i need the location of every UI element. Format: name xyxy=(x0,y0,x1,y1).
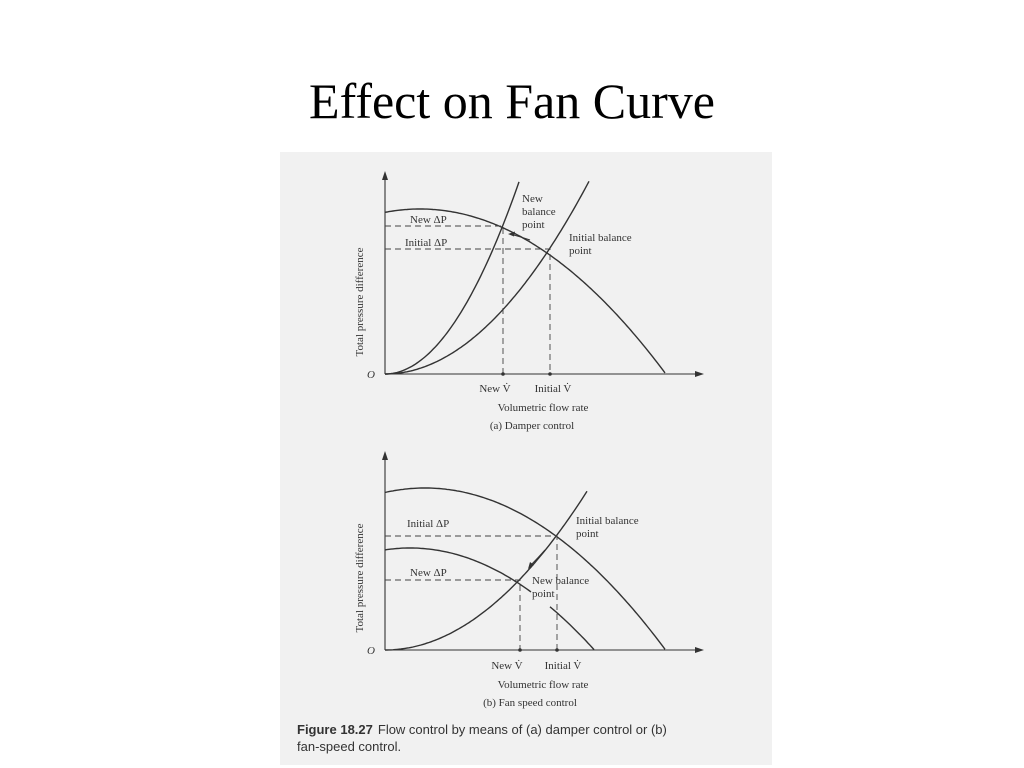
guide xyxy=(385,535,558,650)
fan-curve-high xyxy=(384,487,666,650)
initial-dp-label: Initial ΔP xyxy=(405,237,447,249)
arrow xyxy=(695,647,704,653)
x-axis-label: Volumetric flow rate xyxy=(498,402,589,414)
new-balance-label: balance xyxy=(522,206,556,218)
system-curve xyxy=(385,490,588,651)
arrow xyxy=(695,371,704,377)
new-dp-label: New ΔP xyxy=(410,567,447,579)
panel-caption: (a) Damper control xyxy=(490,420,574,432)
arrow xyxy=(508,231,515,237)
point xyxy=(518,648,522,652)
panel-caption: (b) Fan speed control xyxy=(483,697,577,709)
point xyxy=(555,648,559,652)
new-v-label: New V̇ xyxy=(479,383,510,395)
x-axis-label: Volumetric flow rate xyxy=(498,679,589,691)
initial-v-label: Initial V̇ xyxy=(535,383,572,395)
system-curve-new xyxy=(385,181,520,375)
system-curve-initial xyxy=(385,180,590,375)
origin-label: O xyxy=(367,645,375,657)
initial-balance-label: point xyxy=(569,245,592,257)
new-dp-label: New ΔP xyxy=(410,214,447,226)
fan-curve xyxy=(384,208,666,374)
caption-text: fan-speed control. xyxy=(297,739,401,754)
point xyxy=(501,372,505,376)
origin-label: O xyxy=(367,369,375,381)
y-axis-label: Total pressure difference xyxy=(354,247,366,356)
initial-v-label: Initial V̇ xyxy=(545,660,582,672)
initial-balance-label: Initial balance xyxy=(569,232,632,244)
new-balance-label: point xyxy=(532,588,555,600)
y-axis-label: Total pressure difference xyxy=(354,523,366,632)
slide-title: Effect on Fan Curve xyxy=(309,73,715,129)
initial-balance-label: Initial balance xyxy=(576,515,639,527)
point xyxy=(548,372,552,376)
guide xyxy=(385,225,551,374)
new-v-label: New V̇ xyxy=(491,660,522,672)
arrow xyxy=(382,171,388,180)
fan-curve-low xyxy=(384,547,532,593)
new-balance-label: New balance xyxy=(532,575,589,587)
figure: O Total pressure difference New ΔP Initial … xyxy=(297,171,704,754)
initial-balance-label: point xyxy=(576,528,599,540)
initial-dp-label: Initial ΔP xyxy=(407,518,449,530)
figure-caption: Figure 18.27 Flow control by means of (a)… xyxy=(297,722,667,737)
caption-label: Figure 18.27 xyxy=(297,722,373,737)
arrow xyxy=(382,451,388,460)
new-balance-label: point xyxy=(522,219,545,231)
arrow xyxy=(528,562,534,569)
new-balance-label: New xyxy=(522,193,543,205)
caption-text: Flow control by means of (a) damper cont… xyxy=(378,722,667,737)
fan-curve-low xyxy=(549,606,595,651)
figure-background xyxy=(280,152,772,765)
